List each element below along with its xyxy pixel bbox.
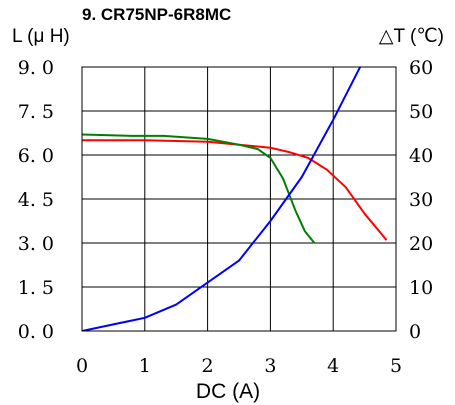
x-tick-label: 0 <box>76 355 88 377</box>
x-tick-label: 5 <box>390 355 402 377</box>
y-right-tick-label: 50 <box>409 101 433 123</box>
tick-labels: 0. 01. 53. 04. 56. 07. 59. 0010203040506… <box>18 57 433 377</box>
y-right-tick-label: 40 <box>409 145 433 167</box>
y-left-tick-label: 7. 5 <box>18 101 54 123</box>
y-right-tick-label: 20 <box>409 233 433 255</box>
y-left-tick-label: 1. 5 <box>18 277 54 299</box>
x-axis-title: DC (A) <box>196 380 260 403</box>
right-axis-title: △T (℃) <box>379 26 444 47</box>
y-left-tick-label: 9. 0 <box>18 57 54 79</box>
grid <box>82 67 396 331</box>
x-tick-label: 2 <box>202 355 214 377</box>
chart-title: 9. CR75NP-6R8MC <box>82 5 231 24</box>
series-line-1 <box>82 139 388 241</box>
x-tick-label: 3 <box>264 355 276 377</box>
y-right-tick-label: 60 <box>409 57 433 79</box>
y-left-tick-label: 4. 5 <box>18 189 54 211</box>
y-right-tick-label: 0 <box>409 321 421 343</box>
series-group <box>82 67 388 331</box>
y-right-tick-label: 30 <box>409 189 433 211</box>
series-line-2 <box>82 133 316 244</box>
y-right-tick-label: 10 <box>409 277 433 299</box>
y-left-tick-label: 6. 0 <box>18 145 54 167</box>
plot-frame <box>81 66 397 332</box>
left-axis-title: L (μ H) <box>12 26 70 47</box>
x-tick-label: 1 <box>139 355 151 377</box>
y-left-tick-label: 3. 0 <box>18 233 54 255</box>
y-left-tick-label: 0. 0 <box>18 321 54 343</box>
series-line-3 <box>82 67 362 331</box>
x-tick-label: 4 <box>327 355 339 377</box>
